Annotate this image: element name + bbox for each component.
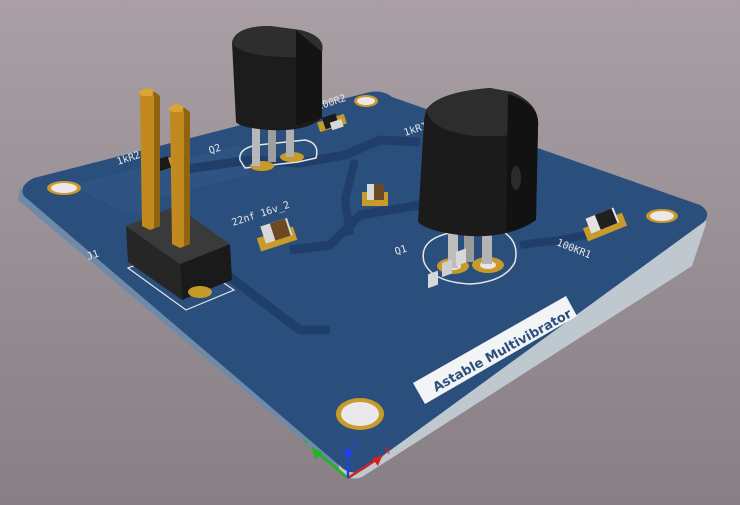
transistor-q2[interactable] xyxy=(232,26,323,171)
mounting-hole-top xyxy=(354,95,378,107)
silk-label-j1: J1 xyxy=(86,249,101,263)
silk-outline-q1 xyxy=(422,229,517,285)
header-j1[interactable] xyxy=(126,88,232,300)
trace xyxy=(179,135,421,175)
axis-gizmo: X Y Z xyxy=(302,439,390,480)
mounting-hole-right xyxy=(646,209,678,223)
resistor-100KR1[interactable] xyxy=(582,207,628,242)
axis-label-y: Y xyxy=(302,439,309,449)
bottom-pins xyxy=(428,248,466,289)
mounting-hole-bottom xyxy=(336,398,384,430)
silk-label-q2: Q2 xyxy=(208,143,223,157)
silk-outline-q2 xyxy=(239,139,318,169)
transistor-q1[interactable] xyxy=(418,88,539,274)
resistor-100R2[interactable] xyxy=(317,113,347,133)
mounting-hole-left xyxy=(47,181,81,195)
axis-label-z: Z xyxy=(352,441,358,451)
trace xyxy=(212,261,330,335)
trace xyxy=(340,159,359,236)
axis-label-x: X xyxy=(384,447,390,457)
silk-label-q1: Q1 xyxy=(394,244,409,258)
capacitor-c2[interactable] xyxy=(256,217,298,252)
capacitor-mid[interactable] xyxy=(362,184,388,206)
